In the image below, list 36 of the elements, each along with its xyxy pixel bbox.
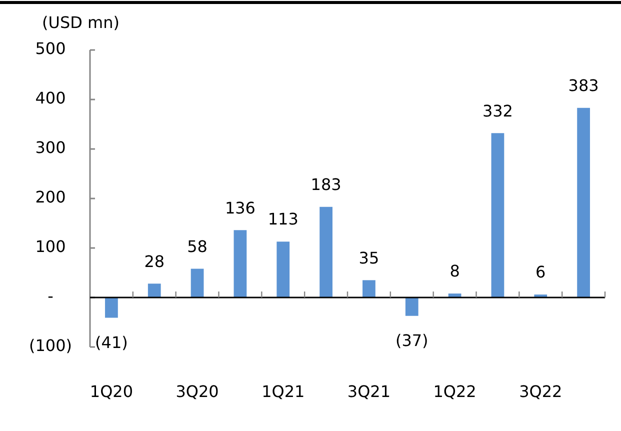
y-axis-title: (USD mn) — [42, 13, 120, 32]
bar — [491, 133, 504, 298]
data-label: 332 — [482, 101, 513, 120]
y-tick-label: 200 — [35, 188, 66, 207]
bar — [190, 268, 204, 298]
data-label: 8 — [450, 262, 460, 281]
bar — [276, 242, 290, 298]
bar — [320, 206, 332, 298]
x-tick-label: 3Q20 — [176, 382, 219, 401]
data-label: 183 — [310, 175, 342, 194]
bar — [105, 298, 118, 318]
data-label: 383 — [568, 76, 599, 96]
y-tick-label: 100 — [35, 237, 66, 256]
bar — [148, 284, 161, 298]
y-tick-label: 400 — [35, 88, 66, 108]
data-label: 35 — [358, 248, 380, 268]
data-label: 58 — [187, 236, 208, 256]
y-tick-label: 500 — [35, 39, 66, 58]
bar — [405, 298, 418, 316]
bar — [362, 280, 376, 298]
x-tick-label: 3Q22 — [519, 382, 562, 401]
data-label: 6 — [536, 262, 546, 282]
bar — [577, 108, 590, 298]
data-label: 136 — [224, 198, 256, 218]
x-tick-label: 1Q20 — [90, 382, 134, 401]
data-label: (41) — [95, 332, 128, 352]
x-tick-label: 1Q22 — [433, 382, 476, 401]
x-tick-label: 3Q21 — [347, 382, 391, 401]
y-tick-label: 300 — [35, 138, 66, 158]
data-label: 28 — [144, 252, 165, 271]
bar — [234, 230, 247, 298]
data-label: (37) — [395, 330, 428, 350]
y-tick-label: (100) — [28, 336, 72, 356]
data-label: 113 — [268, 210, 298, 229]
x-tick-label: 1Q21 — [262, 382, 305, 401]
y-tick-label: - — [48, 286, 54, 306]
